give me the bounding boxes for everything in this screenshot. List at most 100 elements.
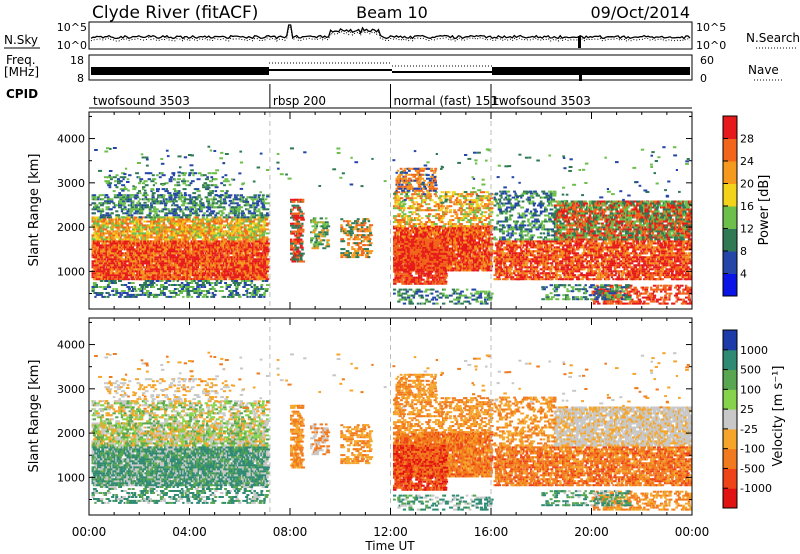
power-cell [212, 254, 216, 257]
power-cell [99, 210, 103, 213]
power-cell [106, 238, 110, 241]
power-cell [178, 246, 181, 249]
power-cell [247, 242, 251, 245]
power-cell [178, 258, 181, 261]
power-cell [91, 216, 96, 219]
power-cell [120, 278, 124, 281]
power-cell [238, 260, 242, 263]
power-cell [99, 256, 104, 259]
power-cell [182, 264, 185, 267]
power-cell [260, 216, 265, 219]
power-cell [136, 238, 140, 241]
power-cell [249, 204, 253, 207]
power-cell [204, 254, 209, 257]
power-cell [91, 262, 94, 265]
power-cell [113, 238, 117, 241]
power-cell [176, 256, 180, 259]
power-cell [235, 276, 238, 279]
power-cell [137, 276, 141, 279]
power-cell [224, 252, 227, 255]
power-cell [239, 200, 243, 203]
power-cell [166, 216, 170, 219]
power-cell [247, 210, 252, 213]
power-cell [206, 272, 209, 275]
power-cell [231, 280, 234, 282]
power-cell [102, 286, 107, 288]
power-cell [116, 180, 121, 183]
power-cell [151, 256, 155, 259]
power-cell [211, 172, 216, 175]
power-cell [115, 272, 118, 275]
power-cell [176, 208, 180, 211]
power-cell [316, 221, 320, 224]
power-cell [113, 264, 117, 267]
power-cell [225, 246, 228, 249]
power-cell [223, 184, 227, 187]
power-cell [219, 228, 223, 231]
power-cell [219, 198, 223, 201]
power-cell [222, 234, 225, 237]
power-cell [102, 266, 105, 269]
power-cell [102, 224, 106, 227]
power-cell [257, 208, 261, 211]
power-cell [179, 208, 183, 211]
nave-label: Nave [748, 63, 779, 77]
power-cell [151, 196, 155, 199]
power-cell [158, 248, 163, 251]
power-cell [207, 232, 212, 235]
power-cell [123, 284, 128, 286]
power-cell [147, 172, 150, 175]
power-cell [175, 200, 178, 203]
power-cell [175, 236, 178, 239]
power-cell [212, 210, 216, 213]
power-cell [115, 246, 119, 249]
power-cell [123, 268, 126, 271]
power-cell [141, 236, 146, 239]
power-cell [111, 282, 115, 284]
power-cell [92, 202, 97, 205]
power-cell [207, 228, 211, 231]
power-cell [154, 220, 157, 223]
power-cell [236, 216, 240, 219]
power-cell [98, 240, 102, 243]
power-cell [249, 284, 252, 286]
power-cell [108, 198, 112, 201]
power-cell [194, 262, 197, 265]
power-cell [245, 276, 248, 279]
power-cell [132, 250, 135, 253]
power-cell [152, 208, 157, 211]
power-cell [186, 180, 190, 183]
power-cell [242, 220, 246, 223]
power-cell [231, 218, 235, 221]
power-cell [92, 222, 96, 225]
power-cell [249, 234, 253, 237]
power-cell [194, 214, 198, 217]
power-cell [264, 290, 269, 292]
power-cell [172, 214, 177, 217]
power-cell [201, 282, 205, 284]
power-cell [179, 218, 184, 221]
power-cell [194, 292, 199, 294]
power-cell [207, 276, 210, 279]
power-cell [238, 212, 241, 215]
power-cell [238, 222, 241, 225]
power-cell [314, 243, 319, 246]
power-cell [186, 292, 191, 294]
power-cell [206, 210, 209, 213]
power-cell [116, 182, 121, 185]
power-cell [158, 202, 161, 205]
power-cell [254, 262, 258, 265]
power-cell [398, 253, 402, 256]
power-cell [132, 236, 136, 239]
power-cell [97, 268, 100, 271]
power-cell [133, 256, 137, 259]
power-cell [118, 192, 121, 195]
power-cell [315, 239, 319, 242]
power-cell [226, 254, 230, 257]
power-cell [118, 292, 122, 294]
power-cell [111, 278, 114, 281]
power-cell [211, 286, 215, 288]
power-cell [188, 184, 191, 187]
power-cell [168, 280, 172, 282]
power-cell [204, 264, 208, 267]
